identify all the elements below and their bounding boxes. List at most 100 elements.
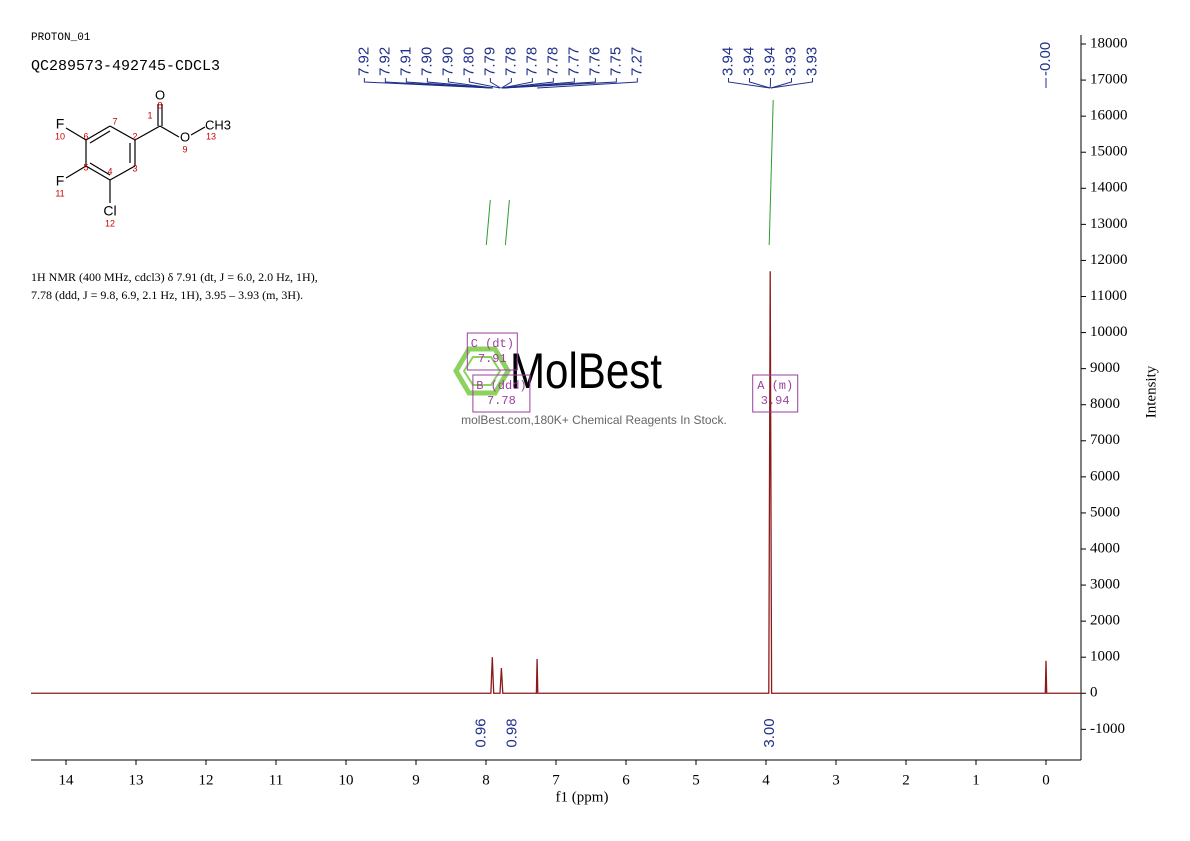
peak-label: -0.00 xyxy=(1037,42,1054,76)
bond xyxy=(89,162,111,176)
watermark-tagline: molBest.com,180K+ Chemical Reagents In S… xyxy=(461,413,727,427)
bond xyxy=(65,127,87,141)
y-tick-label: 3000 xyxy=(1090,576,1120,592)
peak-label: 7.90 xyxy=(418,47,435,76)
peak-label: 7.80 xyxy=(460,47,477,76)
peak-connector xyxy=(468,78,501,89)
peak-connector xyxy=(447,78,494,89)
x-tick-label: 2 xyxy=(902,772,910,788)
peak-label: 7.75 xyxy=(607,47,624,76)
x-tick-label: 3 xyxy=(832,772,840,788)
x-tick-label: 7 xyxy=(552,772,560,788)
title: QC289573-492745-CDCL3 xyxy=(31,58,220,75)
y-tick-label: 5000 xyxy=(1090,504,1120,520)
atom-label: 7 xyxy=(112,116,117,126)
x-tick-label: 4 xyxy=(762,772,770,788)
y-tick-label: 11000 xyxy=(1090,288,1127,304)
y-tick-label: 9000 xyxy=(1090,360,1120,376)
x-tick-label: 13 xyxy=(129,772,144,788)
atom-label: 6 xyxy=(83,131,88,141)
peak-label: 7.78 xyxy=(544,47,561,76)
y-tick-label: 13000 xyxy=(1090,216,1128,232)
multiplet-label: B (ddd) xyxy=(476,379,526,393)
y-tick-label: 7000 xyxy=(1090,432,1120,448)
atom-label: 4 xyxy=(107,166,112,176)
watermark-logo xyxy=(453,346,511,396)
atom-label: 8 xyxy=(157,100,162,110)
peak-connector xyxy=(501,78,533,89)
subtitle: PROTON_01 xyxy=(31,32,91,44)
x-tick-label: 14 xyxy=(59,772,75,788)
peak-connector xyxy=(405,78,493,89)
x-tick-label: 11 xyxy=(269,772,283,788)
bond xyxy=(190,126,206,136)
peak-connector xyxy=(770,78,792,89)
x-tick-label: 6 xyxy=(622,772,630,788)
multiplet-box xyxy=(752,374,799,413)
y-tick-label: 17000 xyxy=(1090,72,1128,88)
logo-hexagon xyxy=(462,356,502,386)
peak-label: 3.93 xyxy=(803,47,820,76)
structure-bonds xyxy=(65,104,206,203)
peak-label: 7.76 xyxy=(586,47,603,76)
atom-label: 12 xyxy=(105,218,115,228)
bond xyxy=(109,125,136,141)
y-tick-label: 2000 xyxy=(1090,613,1120,629)
integral-curve xyxy=(485,199,491,246)
bond xyxy=(159,125,180,138)
peak-connector xyxy=(489,78,501,89)
x-tick-label: 8 xyxy=(482,772,490,788)
y-tick-label: 8000 xyxy=(1090,396,1120,412)
y-tick-label: 15000 xyxy=(1090,144,1128,160)
bond xyxy=(65,165,87,179)
x-tick-label: 9 xyxy=(412,772,420,788)
bond xyxy=(109,165,136,181)
peak-label: 3.94 xyxy=(740,47,757,76)
atom-label: 5 xyxy=(83,162,88,172)
peak-connector xyxy=(727,78,771,89)
x-tick-label: 12 xyxy=(199,772,214,788)
peak-connector xyxy=(503,78,617,89)
y-tick-label: 1000 xyxy=(1090,649,1120,665)
y-tick-label: 14000 xyxy=(1090,180,1128,196)
atom-label: 1 xyxy=(147,110,152,120)
y-tick-label: 12000 xyxy=(1090,252,1128,268)
peak-label: 7.90 xyxy=(439,47,456,76)
atom-label: CH3 xyxy=(205,117,231,132)
atom-label: 3 xyxy=(132,163,137,173)
peak-label: 7.79 xyxy=(481,47,498,76)
y-tick-label: 0 xyxy=(1090,685,1098,701)
peak-label: 7.77 xyxy=(565,47,582,76)
atom-label: 13 xyxy=(206,131,216,141)
integral-label: 0.96 xyxy=(472,718,489,747)
y-axis-label: Intensity xyxy=(1143,365,1159,418)
multiplet-label: C (dt) xyxy=(471,337,514,351)
multiplet-shift: 7.78 xyxy=(487,394,516,408)
peak-label: 3.94 xyxy=(761,47,778,76)
atom-label: O xyxy=(155,87,165,102)
logo-hexagon xyxy=(453,346,511,396)
atom-label: 9 xyxy=(182,144,187,154)
y-tick-label: 16000 xyxy=(1090,108,1128,124)
peak-connector xyxy=(426,78,494,89)
y-tick-label: 6000 xyxy=(1090,468,1120,484)
peak-label: 3.94 xyxy=(719,47,736,76)
atom-label: 11 xyxy=(55,188,64,198)
integral-curve xyxy=(504,199,510,246)
integral-curve xyxy=(768,99,774,246)
nmr-description: 7.78 (ddd, J = 9.8, 6.9, 2.1 Hz, 1H), 3.… xyxy=(31,288,303,302)
integral-label: 3.00 xyxy=(761,718,778,747)
bond xyxy=(85,165,111,181)
peak-label: 3.93 xyxy=(782,47,799,76)
multiplet-shift: 7.91 xyxy=(478,352,507,366)
y-tick-label: 18000 xyxy=(1090,35,1128,51)
peak-connector xyxy=(501,78,512,89)
atom-label: Cl xyxy=(103,203,116,219)
peak-connector xyxy=(501,78,554,89)
peak-connector xyxy=(537,78,638,89)
peak-label: 7.78 xyxy=(502,47,519,76)
integral-label: 0.98 xyxy=(503,718,520,747)
multiplet-box xyxy=(472,374,531,413)
y-tick-label: -1000 xyxy=(1090,721,1125,737)
x-tick-label: 5 xyxy=(692,772,700,788)
